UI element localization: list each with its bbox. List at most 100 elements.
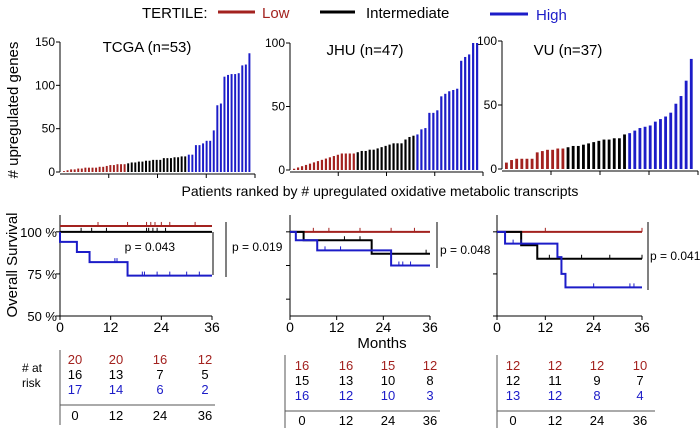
bar-low <box>66 170 69 172</box>
risk-time-label: 24 <box>153 408 167 423</box>
bar-high <box>633 130 637 169</box>
risk-count-low: 20 <box>109 352 123 367</box>
y-tick-label: 100 <box>477 34 497 48</box>
bar-high <box>440 96 443 170</box>
bar-high <box>223 76 226 172</box>
x-tick-label: 24 <box>154 319 170 335</box>
risk-count-high: 4 <box>636 388 643 403</box>
bar-chart-2: VU (n=37) 0 50 100 <box>477 34 699 176</box>
bar-high <box>212 130 215 172</box>
bar-low <box>332 156 335 170</box>
bar-high <box>456 88 459 170</box>
bar-low <box>73 169 76 172</box>
y-tick-label: 0 <box>490 162 497 176</box>
risk-count-high: 6 <box>156 382 163 397</box>
bar-low <box>63 171 65 172</box>
bar-intermediate <box>184 156 187 172</box>
risk-count-intermediate: 15 <box>295 373 309 388</box>
bar-high <box>653 121 657 169</box>
bar-low <box>308 163 312 170</box>
x-tick-label: 0 <box>286 319 294 335</box>
survival-curve-high <box>290 230 430 267</box>
bar-intermediate <box>392 143 395 170</box>
bar-intermediate <box>396 143 399 170</box>
bar-high <box>464 56 467 170</box>
bar-high <box>628 133 632 169</box>
risk-time-label: 12 <box>339 413 353 428</box>
risk-count-low: 16 <box>339 358 353 373</box>
bar-chart-0: TCGA (n=53) 0 50 100 150 <box>35 35 256 179</box>
risk-count-low: 12 <box>506 358 520 373</box>
bar-low <box>120 164 123 172</box>
risk-count-intermediate: 10 <box>381 373 395 388</box>
bar-low <box>304 164 308 170</box>
bar-low <box>556 148 560 169</box>
risk-time-label: 12 <box>548 413 562 428</box>
bar-high <box>202 143 205 172</box>
km-y-axis-label: Overall Survival <box>4 212 21 317</box>
bar-intermediate <box>597 140 601 169</box>
risk-count-intermediate: 12 <box>506 373 520 388</box>
legend-label-low: Low <box>262 5 290 22</box>
bar-high <box>420 129 423 170</box>
risk-count-intermediate: 8 <box>426 373 433 388</box>
survival-curve-high <box>59 231 212 277</box>
bar-high <box>198 145 201 172</box>
y-tick-label: 75 % <box>27 267 57 282</box>
bar-low <box>344 153 347 170</box>
bar-low <box>116 164 119 172</box>
legend-label-intermediate: Intermediate <box>366 5 449 22</box>
x-tick-label: 0 <box>56 319 64 335</box>
risk-count-low: 12 <box>548 358 562 373</box>
p-value: p = 0.043 <box>125 240 176 254</box>
bar-low <box>352 153 355 170</box>
bar-high <box>205 140 208 172</box>
bar-high <box>476 43 479 170</box>
bar-low <box>296 167 300 170</box>
risk-count-intermediate: 9 <box>593 373 600 388</box>
x-tick-label: 12 <box>538 319 554 335</box>
bar-intermediate <box>612 138 616 169</box>
bar-high <box>219 103 222 172</box>
risk-time-label: 0 <box>298 413 305 428</box>
bar-low <box>505 162 508 169</box>
x-tick-label: 36 <box>204 319 220 335</box>
bar-high <box>444 93 447 170</box>
bar-low <box>91 167 94 172</box>
bar-high <box>659 119 662 169</box>
risk-count-low: 16 <box>295 358 309 373</box>
x-tick-label: 24 <box>586 319 602 335</box>
y-tick-label: 50 % <box>27 309 57 324</box>
bar-intermediate <box>582 144 585 169</box>
bar-low <box>312 162 316 170</box>
bar-intermediate <box>372 149 375 170</box>
chart-title: JHU (n=47) <box>326 42 403 59</box>
x-tick-label: 24 <box>376 319 392 335</box>
bar-high <box>674 103 678 169</box>
x-tick-label: 0 <box>493 319 501 335</box>
y-tick-label: 50 <box>484 98 498 112</box>
bar-intermediate <box>137 161 140 172</box>
risk-count-intermediate: 13 <box>339 373 353 388</box>
risk-label: # at risk <box>22 361 43 390</box>
risk-count-low: 16 <box>153 352 167 367</box>
survival-curve-high <box>497 230 642 289</box>
bar-intermediate <box>412 135 415 170</box>
bar-high <box>191 154 194 172</box>
bar-y-axis-label: # upregulated genes <box>5 42 22 179</box>
p-value: p = 0.048 <box>440 243 491 257</box>
risk-time-label: 24 <box>381 413 395 428</box>
x-tick-label: 12 <box>329 319 345 335</box>
bar-high <box>452 89 455 170</box>
bar-low <box>546 149 549 169</box>
bar-high <box>187 154 190 172</box>
bar-intermediate <box>159 159 162 172</box>
bar-low <box>300 166 304 170</box>
bar-intermediate <box>400 143 403 170</box>
bar-intermediate <box>587 143 590 169</box>
bar-intermediate <box>356 152 359 170</box>
risk-count-high: 17 <box>68 382 82 397</box>
risk-count-low: 10 <box>633 358 647 373</box>
